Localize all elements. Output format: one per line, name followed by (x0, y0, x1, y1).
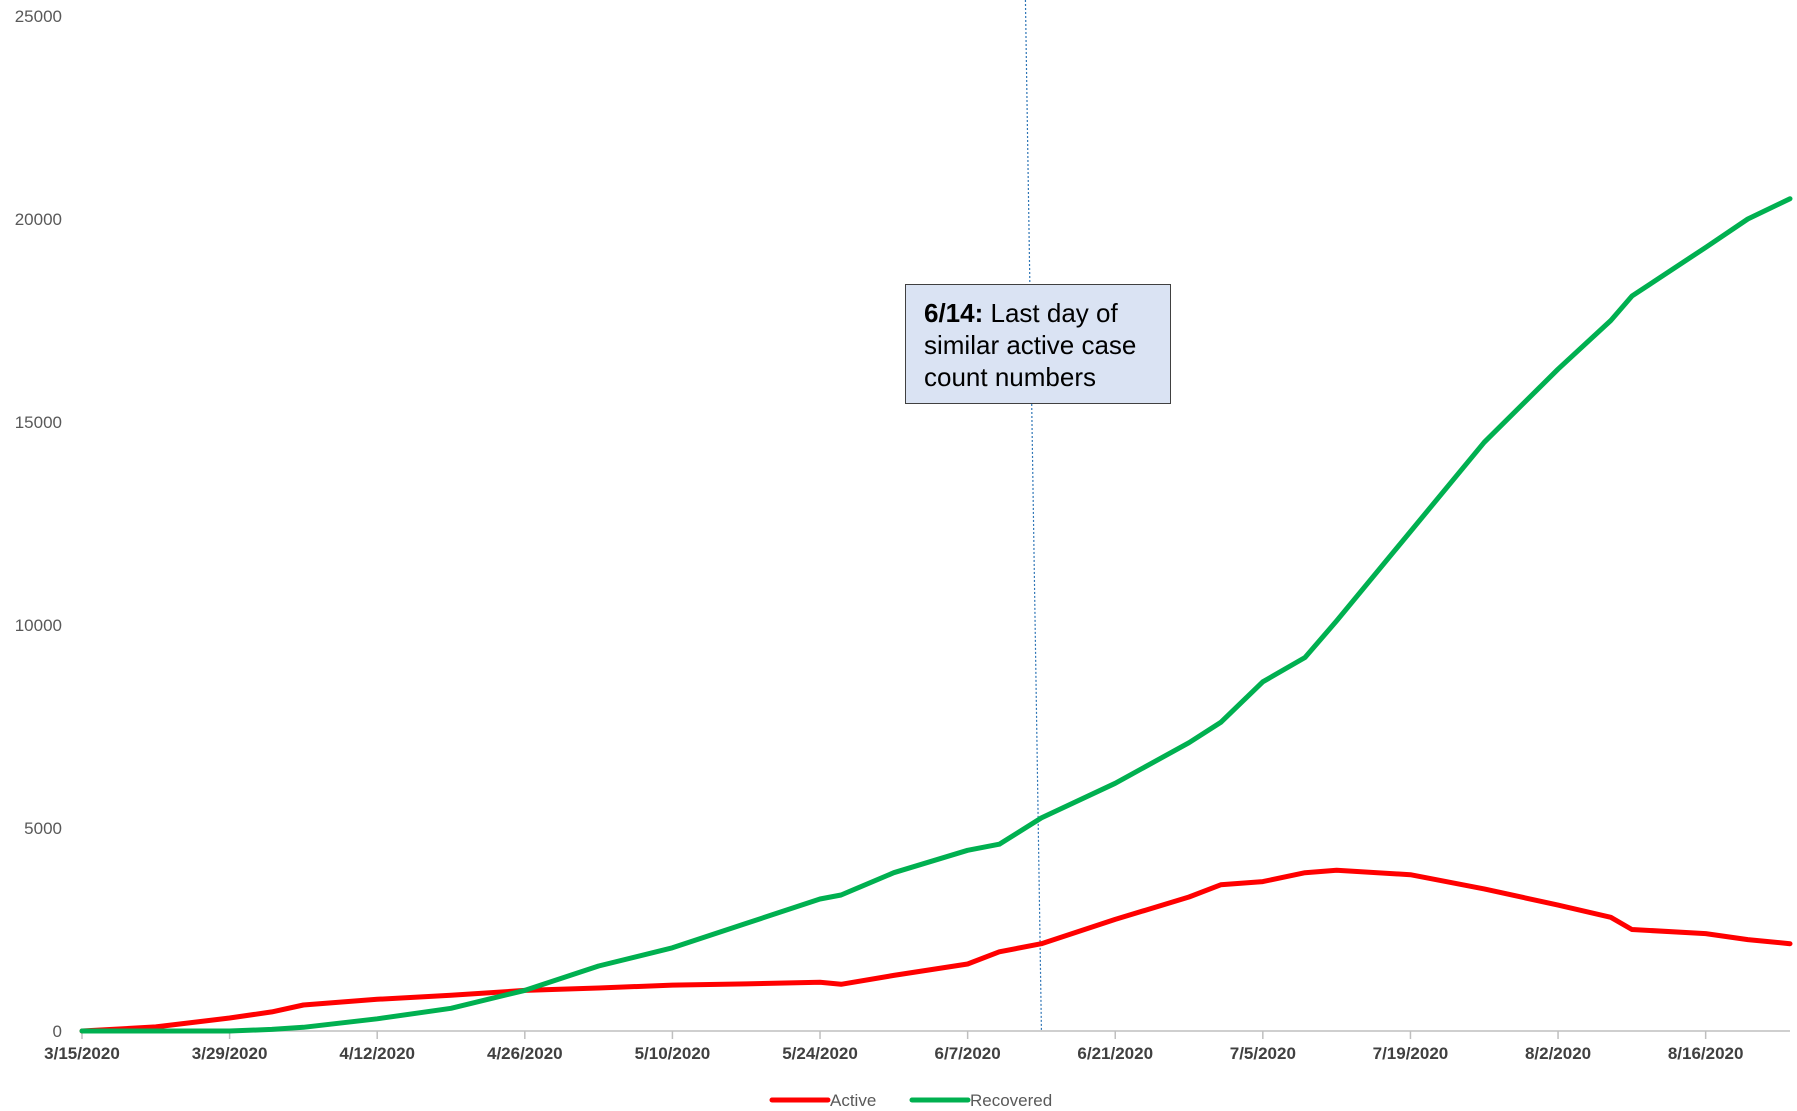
y-axis: 0 5000 10000 15000 20000 25000 (15, 7, 62, 1041)
x-tick-label: 5/24/2020 (782, 1044, 858, 1063)
x-tick-label: 6/21/2020 (1077, 1044, 1153, 1063)
x-tick-label: 7/5/2020 (1230, 1044, 1296, 1063)
series-layer (79, 196, 1793, 1034)
x-axis: 3/15/2020 3/29/2020 4/12/2020 4/26/2020 5/10… (44, 1030, 1790, 1063)
x-tick-label: 6/7/2020 (935, 1044, 1001, 1063)
annotation-marker-line (1024, 0, 1043, 1032)
y-tick-label: 25000 (15, 7, 62, 26)
x-tick-label: 3/29/2020 (192, 1044, 268, 1063)
y-tick-label: 10000 (15, 616, 62, 635)
x-tick-label: 8/16/2020 (1668, 1044, 1744, 1063)
x-tick-label: 7/19/2020 (1373, 1044, 1449, 1063)
x-tick-label: 4/12/2020 (339, 1044, 415, 1063)
annotation-date-label: 6/14: (924, 298, 984, 328)
series-line-active (79, 867, 1793, 1034)
annotation-text: Last day of similar active case count nu… (924, 298, 1137, 392)
annotation-callout: 6/14: Last day of similar active case co… (905, 284, 1171, 404)
x-tick-label: 3/15/2020 (44, 1044, 120, 1063)
y-tick-label: 20000 (15, 210, 62, 229)
legend-label-active: Active (830, 1091, 876, 1110)
legend: Active Recovered (769, 1091, 1052, 1110)
y-tick-label: 0 (53, 1022, 62, 1041)
x-tick-label: 8/2/2020 (1525, 1044, 1591, 1063)
annotation-marker-layer (1024, 0, 1043, 1032)
x-tick-label: 5/10/2020 (635, 1044, 711, 1063)
series-line-recovered (79, 196, 1793, 1034)
y-tick-label: 5000 (24, 819, 62, 838)
y-tick-label: 15000 (15, 413, 62, 432)
legend-label-recovered: Recovered (970, 1091, 1052, 1110)
x-tick-label: 4/26/2020 (487, 1044, 563, 1063)
